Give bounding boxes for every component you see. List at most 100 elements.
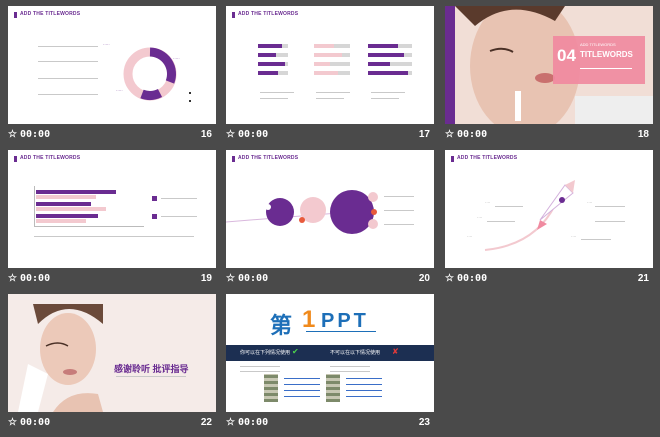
link-line: [346, 378, 382, 379]
bubble-diagram: [226, 190, 378, 234]
text-placeholder-line: [581, 239, 611, 240]
slide-thumbnail-21[interactable]: ADD THE TITLEWORDS ···· ···· ···· ···· ·…: [445, 150, 653, 268]
slide-header-title: ADD THE TITLEWORDS: [20, 155, 81, 161]
cross-icon: ✘: [392, 347, 399, 356]
text-placeholder-line: [330, 371, 370, 372]
thanks-text: 感谢聆听 批评指导: [114, 364, 189, 374]
check-icon: ✔: [292, 347, 299, 356]
text-placeholder-line: [316, 98, 344, 99]
chart-axis: [34, 186, 35, 226]
slide-cell-19[interactable]: ADD THE TITLEWORDS ☆ 00:00 19: [8, 150, 216, 293]
slide-number: 16: [200, 129, 212, 140]
link-line: [346, 390, 382, 391]
slide-footer-16: ☆ 00:00 16: [8, 128, 216, 144]
chart-axis: [34, 226, 144, 227]
slide-timing: 00:00: [457, 273, 488, 284]
bar-fill: [314, 71, 338, 75]
animation-star-icon[interactable]: ☆: [226, 129, 235, 140]
slide-timing: 00:00: [238, 417, 269, 428]
animation-star-icon[interactable]: ☆: [226, 417, 235, 428]
slide-cell-18[interactable]: 04 TITLEWORDS ADD TITLEWORDS ☆ 00:00 18: [445, 6, 653, 149]
slide-footer-22: ☆ 00:00 22: [8, 416, 216, 432]
logo-left-text: 第: [270, 313, 293, 338]
bar-track: [368, 62, 412, 66]
slide-footer-21: ☆ 00:00 21: [445, 272, 653, 288]
bar-fill: [258, 62, 285, 66]
animation-star-icon[interactable]: ☆: [445, 129, 454, 140]
slide-number: 21: [637, 273, 649, 284]
section-subtitle: ADD TITLEWORDS: [580, 42, 616, 47]
text-placeholder-line: [260, 92, 294, 93]
link-line: [346, 396, 382, 397]
slide-header-title: ADD THE TITLEWORDS: [457, 155, 518, 161]
bar-fill: [36, 195, 96, 199]
info-bar-left-text: 你可以在下列情况使用: [240, 350, 291, 356]
slide-number: 22: [200, 417, 212, 428]
timeline-year: ····: [587, 200, 593, 205]
slide-number: 17: [418, 129, 430, 140]
bar-fill: [314, 62, 330, 66]
bar-fill: [36, 190, 116, 194]
text-placeholder-line: [384, 196, 414, 197]
logo-digit: 1: [302, 306, 316, 333]
slide-footer-18: ☆ 00:00 18: [445, 128, 653, 144]
slide-thumbnail-22[interactable]: 感谢聆听 批评指导: [8, 294, 216, 412]
text-placeholder-line: [371, 92, 405, 93]
text-placeholder-line: [384, 224, 414, 225]
section-number: 04: [557, 46, 576, 65]
slide-timing: 00:00: [20, 417, 51, 428]
slide-cell-22[interactable]: 感谢聆听 批评指导 ☆ 00:00 22: [8, 294, 216, 437]
text-placeholder-line: [495, 206, 523, 207]
text-placeholder-line: [240, 371, 280, 372]
legend-swatch: [152, 196, 157, 201]
bar-fill: [36, 207, 106, 211]
bar-track: [314, 62, 350, 66]
slide-thumbnail-20[interactable]: ADD THE TITLEWORDS: [226, 150, 434, 268]
text-placeholder-line: [330, 366, 370, 367]
slide-cell-21[interactable]: ADD THE TITLEWORDS ···· ···· ···· ···· ·…: [445, 150, 653, 293]
section-overlay: [553, 36, 645, 84]
text-placeholder-line: [38, 46, 98, 47]
slide-cell-20[interactable]: ADD THE TITLEWORDS ☆ 00:00 20: [226, 150, 434, 293]
slide-thumbnail-17[interactable]: ADD THE TITLEWORDS: [226, 6, 434, 124]
timeline-year: ····: [467, 234, 473, 239]
qr-code-right: [326, 374, 340, 402]
slide-header-title: ADD THE TITLEWORDS: [238, 155, 299, 161]
text-placeholder-line: [240, 366, 280, 367]
qr-code-left: [264, 374, 278, 402]
section-title: TITLEWORDS: [580, 50, 633, 59]
slide-timing: 00:00: [238, 273, 269, 284]
bar-fill: [36, 202, 91, 206]
animation-star-icon[interactable]: ☆: [8, 273, 17, 284]
bar-fill: [368, 62, 390, 66]
link-line: [346, 384, 382, 385]
animation-star-icon[interactable]: ☆: [8, 129, 17, 140]
slide-thumbnail-16[interactable]: ADD THE TITLEWORDS ····· ····· ·····: [8, 6, 216, 124]
slide-header-title: ADD THE TITLEWORDS: [238, 11, 299, 17]
donut-chart: [123, 47, 177, 101]
header-accent-bar: [451, 156, 454, 162]
legend-swatch: [152, 214, 157, 219]
slide-thumbnail-18[interactable]: 04 TITLEWORDS ADD TITLEWORDS: [445, 6, 653, 124]
info-bar: [226, 345, 434, 361]
slide-header-title: ADD THE TITLEWORDS: [20, 11, 81, 17]
bar-fill: [36, 219, 86, 223]
link-line: [284, 396, 320, 397]
animation-star-icon[interactable]: ☆: [445, 273, 454, 284]
header-accent-bar: [232, 12, 235, 18]
divider-line: [34, 236, 194, 237]
bar-fill: [258, 53, 276, 57]
slide-cell-17[interactable]: ADD THE TITLEWORDS: [226, 6, 434, 149]
slide-number: 19: [200, 273, 212, 284]
animation-star-icon[interactable]: ☆: [8, 417, 17, 428]
slide-cell-16[interactable]: ADD THE TITLEWORDS ····· ····· ····· ☆ 0…: [8, 6, 216, 149]
slide-cell-23[interactable]: 第 1 PPT 你可以在下列情况使用 ✔ 不可以在以下情况使用 ✘ ☆: [226, 294, 434, 437]
animation-star-icon[interactable]: ☆: [226, 273, 235, 284]
bar-fill: [314, 53, 342, 57]
slide-thumbnail-19[interactable]: ADD THE TITLEWORDS: [8, 150, 216, 268]
bar-fill: [368, 71, 408, 75]
text-placeholder-line: [384, 210, 414, 211]
slide-footer-23: ☆ 00:00 23: [226, 416, 434, 432]
slide-thumbnail-23[interactable]: 第 1 PPT 你可以在下列情况使用 ✔ 不可以在以下情况使用 ✘: [226, 294, 434, 412]
slide-timing: 00:00: [457, 129, 488, 140]
